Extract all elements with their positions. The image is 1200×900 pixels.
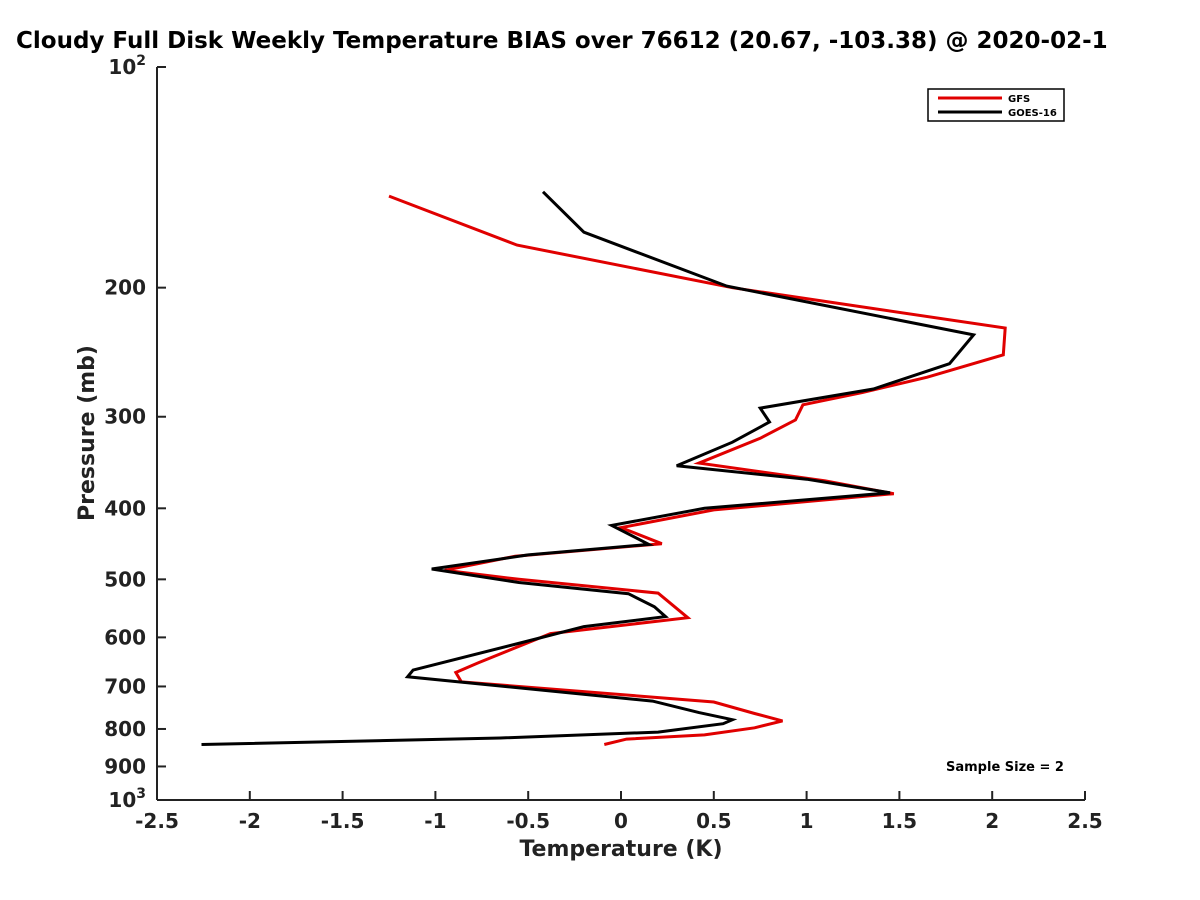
x-tick-label: -1.5 [321,809,365,833]
y-tick-label: 700 [104,674,146,698]
legend: GFS GOES-16 [927,88,1065,122]
y-tick-label: 200 [104,276,146,300]
y-axis-label: Pressure (mb) [75,345,100,521]
x-tick-label: 2 [985,809,999,833]
x-tick-label: 0.5 [696,809,731,833]
sample-size-annotation: Sample Size = 2 [946,760,1064,775]
y-decade-label: 102 [108,53,146,79]
series-lines [201,190,1007,746]
legend-box [927,88,1065,122]
axes [156,67,1085,801]
y-axis-ticks: 200 300 400 500 600 700 800 900 102 103 [104,53,166,812]
x-tick-label: 2.5 [1067,809,1102,833]
y-tick-label: 500 [104,567,146,591]
y-tick-label: 600 [104,625,146,649]
legend-label: GOES-16 [1008,108,1057,119]
y-tick-label: 800 [104,717,146,741]
y-tick-label: 300 [104,405,146,429]
x-axis-label: Temperature (K) [519,837,722,862]
x-tick-label: -2.5 [135,809,179,833]
x-tick-label: 1 [800,809,814,833]
series-line-goes-16 [201,190,977,746]
x-tick-label: -2 [239,809,261,833]
series-line-gfs [388,194,1007,746]
legend-label: GFS [1008,94,1030,105]
x-tick-label: -0.5 [506,809,550,833]
chart-title: Cloudy Full Disk Weekly Temperature BIAS… [16,30,1108,53]
x-tick-label: 0 [614,809,628,833]
x-tick-label: -1 [424,809,446,833]
y-tick-label: 900 [104,754,146,778]
x-tick-label: 1.5 [882,809,917,833]
y-decade-label: 103 [108,786,146,812]
y-tick-label: 400 [104,496,146,520]
x-axis-ticks: -2.5 -2 -1.5 -1 -0.5 0 0.5 1 1.5 2 2.5 [135,791,1103,833]
